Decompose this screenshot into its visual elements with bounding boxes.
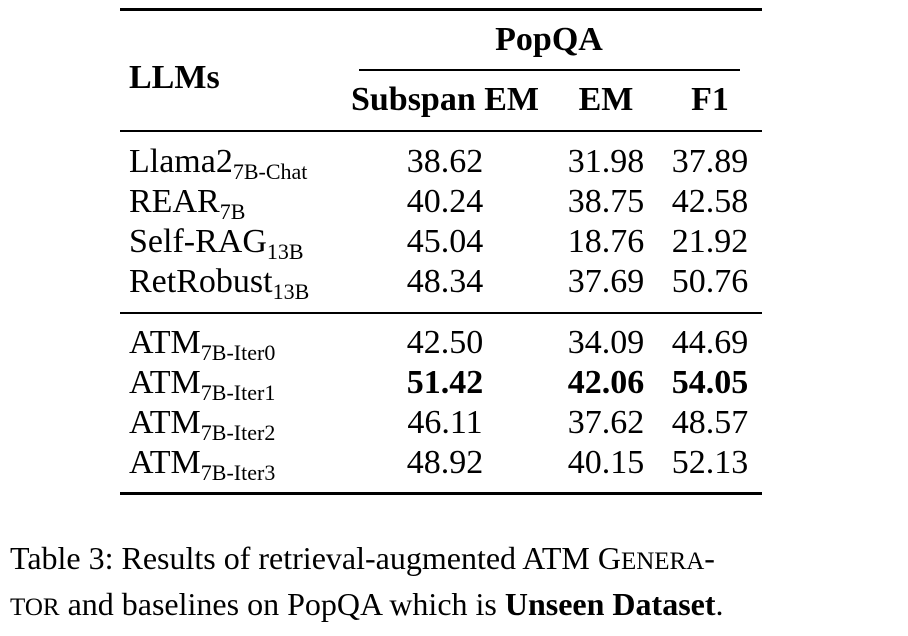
caption-smallcaps: G bbox=[597, 540, 621, 576]
em-value: 37.62 bbox=[567, 404, 645, 441]
table-caption-line-1: Table 3: Results of retrieval-augmented … bbox=[10, 538, 715, 582]
caption-text: Table 3: Results of retrieval-augmented … bbox=[10, 540, 598, 576]
f1-value: 52.13 bbox=[671, 444, 749, 481]
subspan-em-value: 45.04 bbox=[406, 223, 484, 260]
header-rule bbox=[120, 130, 762, 132]
f1-value: 44.69 bbox=[671, 324, 749, 361]
em-value: 40.15 bbox=[567, 444, 645, 481]
caption-text: and baselines on PopQA which is bbox=[59, 586, 505, 622]
popqa-cmidrule bbox=[359, 69, 740, 71]
em-value: 38.75 bbox=[567, 183, 645, 220]
f1-value: 54.05 bbox=[671, 364, 749, 401]
caption-text: - bbox=[704, 540, 715, 576]
model-name: REAR7B bbox=[129, 183, 246, 224]
subspan-em-value: 38.62 bbox=[406, 143, 484, 180]
caption-smallcaps: ENERA bbox=[620, 548, 705, 575]
header-popqa: PopQA bbox=[495, 21, 603, 58]
caption-text: . bbox=[715, 586, 724, 622]
caption-emphasis: Unseen Dataset bbox=[504, 586, 716, 622]
header-subspan-em: Subspan EM bbox=[350, 81, 540, 118]
f1-value: 37.89 bbox=[671, 143, 749, 180]
subspan-em-value: 40.24 bbox=[406, 183, 484, 220]
em-value: 18.76 bbox=[567, 223, 645, 260]
header-em: EM bbox=[578, 81, 634, 118]
subspan-em-value: 46.11 bbox=[407, 404, 483, 441]
model-name: ATM7B-Iter3 bbox=[129, 444, 276, 485]
top-rule bbox=[120, 8, 762, 11]
header-llms: LLMs bbox=[129, 59, 220, 96]
em-value: 34.09 bbox=[567, 324, 645, 361]
model-name: Self-RAG13B bbox=[129, 223, 304, 264]
f1-value: 50.76 bbox=[671, 263, 749, 300]
table-caption-line-2: TOR and baselines on PopQA which is Unse… bbox=[10, 584, 724, 628]
caption-smallcaps: TOR bbox=[10, 594, 60, 621]
subspan-em-value: 51.42 bbox=[406, 364, 484, 401]
group-rule bbox=[120, 312, 762, 314]
bottom-rule bbox=[120, 492, 762, 495]
subspan-em-value: 48.92 bbox=[406, 444, 484, 481]
em-value: 42.06 bbox=[567, 364, 645, 401]
f1-value: 21.92 bbox=[671, 223, 749, 260]
model-name: Llama27B-Chat bbox=[129, 143, 308, 184]
f1-value: 48.57 bbox=[671, 404, 749, 441]
em-value: 37.69 bbox=[567, 263, 645, 300]
header-f1: F1 bbox=[691, 81, 729, 118]
em-value: 31.98 bbox=[567, 143, 645, 180]
f1-value: 42.58 bbox=[671, 183, 749, 220]
subspan-em-value: 42.50 bbox=[406, 324, 484, 361]
model-name: ATM7B-Iter2 bbox=[129, 404, 276, 445]
model-name: RetRobust13B bbox=[129, 263, 310, 304]
subspan-em-value: 48.34 bbox=[406, 263, 484, 300]
model-name: ATM7B-Iter0 bbox=[129, 324, 276, 365]
model-name: ATM7B-Iter1 bbox=[129, 364, 276, 405]
